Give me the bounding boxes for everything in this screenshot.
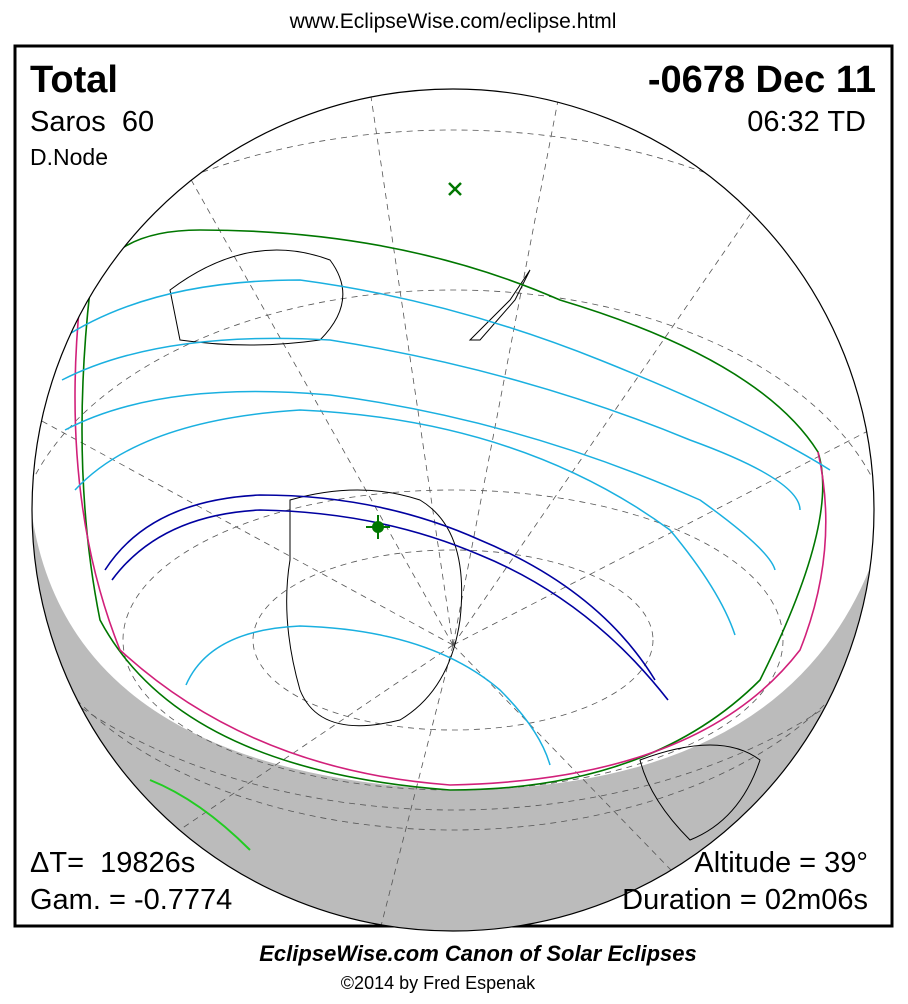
url: www.EclipseWise.com/eclipse.html <box>289 10 617 33</box>
eclipse-type: Total <box>30 59 118 101</box>
delta-t: ΔT= 19826s <box>30 847 195 879</box>
altitude: Altitude = 39° <box>694 847 868 879</box>
footer-title: EclipseWise.com Canon of Solar Eclipses <box>259 941 697 966</box>
node: D.Node <box>30 144 108 170</box>
saros: Saros 60 <box>30 106 154 138</box>
time: 06:32 TD <box>747 106 866 138</box>
footer-credit: ©2014 by Fred Espenak <box>341 973 536 993</box>
globe <box>32 89 874 931</box>
eclipse-date: -0678 Dec 11 <box>648 59 876 101</box>
duration: Duration = 02m06s <box>622 884 868 916</box>
gamma: Gam. = -0.7774 <box>30 884 232 916</box>
